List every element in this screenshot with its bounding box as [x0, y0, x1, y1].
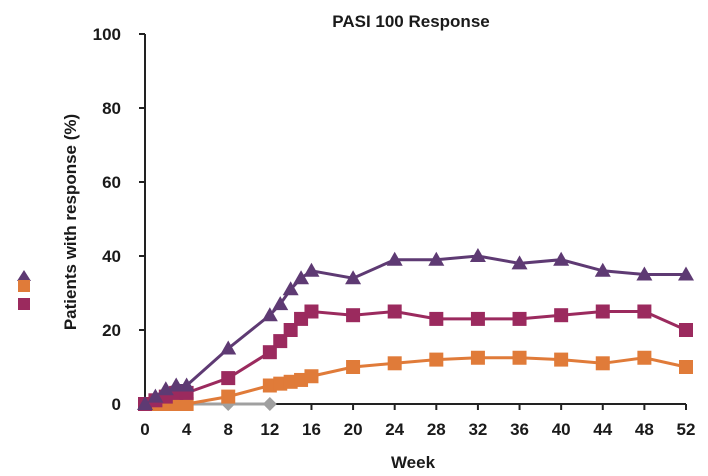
data-point [595, 304, 610, 319]
data-point [221, 371, 236, 386]
data-point [387, 304, 402, 319]
data-point [637, 350, 652, 365]
data-point [262, 345, 277, 360]
x-tick-label: 0 [140, 420, 149, 439]
data-point [553, 251, 570, 266]
data-point [179, 397, 194, 411]
legend [17, 270, 31, 310]
data-point [147, 388, 164, 403]
legend-marker-purple-square [18, 298, 30, 310]
data-point [679, 360, 693, 374]
y-tick-label: 80 [102, 99, 121, 118]
x-tick-label: 24 [385, 420, 404, 439]
data-point [679, 323, 693, 337]
data-point [637, 304, 652, 319]
data-point [273, 334, 288, 349]
x-tick-label: 40 [552, 420, 571, 439]
data-point [678, 266, 694, 281]
data-point [470, 311, 485, 326]
data-point [636, 266, 653, 281]
y-axis-title: Patients with response (%) [61, 114, 80, 330]
data-point [346, 308, 361, 323]
data-point [428, 251, 445, 266]
data-point [387, 356, 402, 371]
x-tick-label: 28 [427, 420, 446, 439]
data-point [168, 377, 185, 392]
data-point [282, 281, 299, 296]
y-tick-label: 60 [102, 173, 121, 192]
data-point [346, 360, 361, 374]
x-tick-label: 32 [468, 420, 487, 439]
data-point [304, 304, 319, 319]
data-point [595, 356, 610, 371]
x-tick-label: 44 [593, 420, 612, 439]
data-point [304, 369, 319, 384]
data-point [554, 352, 569, 367]
x-tick-label: 52 [677, 420, 696, 439]
data-point [469, 248, 486, 262]
legend-marker-triangle [17, 270, 31, 281]
x-tick-label: 16 [302, 420, 321, 439]
y-tick-label: 0 [112, 395, 121, 414]
data-point [386, 251, 403, 266]
x-tick-label: 8 [223, 420, 232, 439]
data-point [554, 308, 569, 323]
data-point [178, 377, 195, 392]
data-point [345, 270, 362, 285]
y-tick-label: 40 [102, 247, 121, 266]
x-axis-title: Week [391, 453, 436, 472]
data-point [512, 350, 527, 365]
x-tick-label: 20 [344, 420, 363, 439]
data-point [221, 389, 236, 404]
data-point [283, 323, 298, 337]
data-point [157, 381, 174, 396]
legend-marker-orange-square [18, 280, 30, 292]
data-point [594, 262, 611, 277]
data-point [261, 307, 278, 322]
data-point [262, 397, 277, 411]
y-tick-label: 20 [102, 321, 121, 340]
data-point [137, 396, 153, 410]
data-point [512, 311, 527, 326]
data-point [429, 311, 444, 326]
x-tick-label: 4 [182, 420, 192, 439]
chart-title: PASI 100 Response [332, 12, 489, 31]
x-tick-label: 36 [510, 420, 529, 439]
data-point [293, 270, 310, 285]
x-tick-label: 48 [635, 420, 654, 439]
plot-area [137, 248, 694, 411]
data-point [303, 262, 320, 277]
data-point [511, 255, 528, 270]
data-point [272, 296, 289, 311]
data-point [470, 350, 485, 365]
x-tick-label: 12 [260, 420, 279, 439]
data-point [429, 352, 444, 367]
data-point [220, 340, 237, 355]
y-tick-label: 100 [93, 25, 121, 44]
